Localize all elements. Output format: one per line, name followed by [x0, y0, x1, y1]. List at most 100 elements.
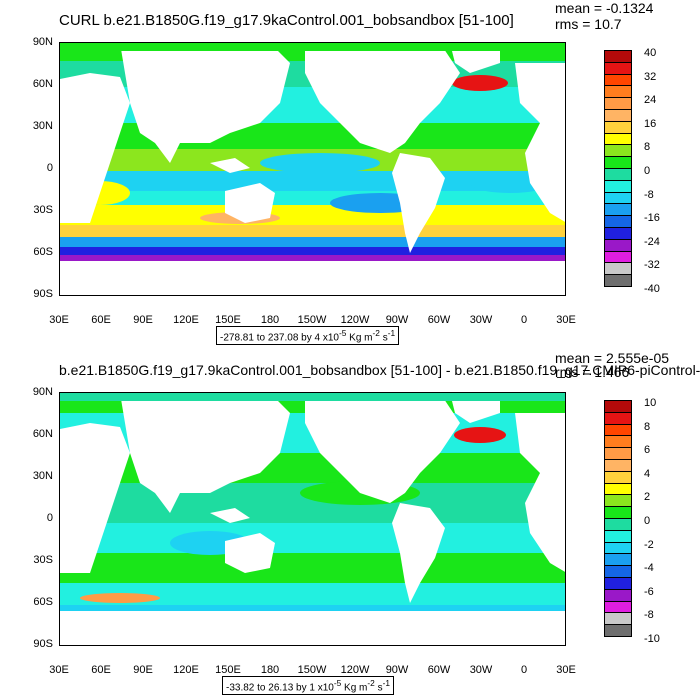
colorbar-label: -2 — [644, 538, 654, 551]
lon-tick-label: 150E — [215, 664, 241, 676]
lat-tick-label: 90N — [32, 36, 53, 48]
panel-title: CURL b.e21.B1850G.f19_g17.9kaControl.001… — [59, 12, 514, 29]
colorbar-label: 8 — [644, 141, 651, 154]
land-mass — [225, 183, 275, 223]
colorbar-label: 40 — [644, 47, 657, 59]
field-band — [60, 237, 565, 247]
colorbar-label: 16 — [644, 117, 657, 130]
land-mass — [60, 611, 565, 645]
lat-tick-label: 0 — [46, 162, 53, 174]
axes: 90N 60N 30N 0 30S 60S 90S 30E 60E 90E 12… — [33, 36, 576, 326]
land-mass — [120, 43, 290, 163]
arctic-ocean — [60, 393, 565, 401]
lat-tick-label: 60S — [33, 246, 53, 258]
colorbar-label: 24 — [644, 94, 657, 107]
mean-stat: mean = -0.1324 — [555, 0, 654, 16]
lon-tick-label: 30E — [556, 664, 576, 676]
field-patch — [80, 593, 160, 603]
land-mass — [210, 508, 250, 523]
lon-tick-label: 0 — [520, 664, 528, 676]
land-mass — [305, 43, 460, 153]
panel-title: b.e21.B1850G.f19_g17.9kaControl.001_bobs… — [59, 362, 700, 378]
contour-range-label: -33.82 to 26.13 by 1 x10-5 Kg m-2 s-1 — [222, 676, 394, 696]
lon-tick-label: 90W — [385, 314, 409, 326]
lat-tick-label: 0 — [46, 512, 53, 524]
lat-tick-label: 30N — [32, 120, 53, 132]
colorbar-label: -6 — [644, 585, 654, 598]
lon-tick-label: 120W — [340, 314, 370, 326]
colorbar-label: 0 — [644, 165, 651, 177]
lon-tick-label: 30E — [49, 314, 69, 326]
field-band — [60, 553, 565, 583]
land-mass — [60, 423, 130, 573]
lon-tick-label: 90E — [133, 314, 153, 326]
colorbar-label: -24 — [644, 235, 660, 248]
colorbar: 10 8 6 4 2 0 -2 -4 -6 -8 -10 — [604, 397, 660, 645]
lat-tick-label: 30S — [33, 204, 53, 216]
land-mass — [60, 261, 565, 295]
land-mass — [515, 413, 565, 572]
colorbar-label: 10 — [644, 397, 657, 409]
colorbar-label: -10 — [644, 633, 660, 645]
colorbar-label: -8 — [644, 188, 654, 201]
lon-tick-label: 120E — [173, 664, 199, 676]
lon-tick-label: 150W — [297, 664, 327, 676]
lat-tick-label: 30S — [33, 554, 53, 566]
colorbar-label: 4 — [644, 467, 651, 480]
field-patch — [452, 75, 508, 91]
lon-tick-label: 90W — [385, 664, 409, 676]
lon-tick-label: 60E — [91, 314, 111, 326]
colorbar-label: 6 — [644, 444, 651, 457]
lon-tick-label: 120E — [173, 314, 199, 326]
lon-tick-label: 150E — [215, 314, 241, 326]
map-plot — [59, 392, 566, 646]
lat-tick-label: 60N — [32, 78, 53, 90]
contour-range-label: -278.81 to 237.08 by 4 x10-5 Kg m-2 s-1 — [216, 326, 400, 346]
colorbar-label: -16 — [644, 212, 660, 225]
land-mass — [392, 503, 445, 603]
lat-tick-label: 30N — [32, 470, 53, 482]
rms-stat: rms = 10.7 — [555, 16, 622, 32]
lat-tick-label: 60N — [32, 428, 53, 440]
land-mass — [515, 63, 565, 222]
colorbar-swatch — [604, 274, 632, 287]
lon-tick-label: 60E — [91, 664, 111, 676]
colorbar-label: -4 — [644, 562, 654, 575]
colorbar-label: 32 — [644, 70, 657, 83]
lat-tick-label: 60S — [33, 596, 53, 608]
lon-tick-label: 180 — [260, 664, 280, 676]
lon-tick-label: 30E — [556, 314, 576, 326]
lon-tick-label: 30W — [469, 664, 493, 676]
land-mass — [225, 533, 275, 573]
lat-tick-label: 90S — [33, 288, 53, 300]
lat-tick-label: 90N — [32, 386, 53, 398]
field-patch — [260, 153, 380, 173]
arctic-ocean — [60, 43, 565, 51]
curl-panel: CURL b.e21.B1850G.f19_g17.9kaControl.001… — [33, 0, 660, 346]
field-band — [60, 247, 565, 255]
mean-stat: mean = 2.555e-05 — [555, 350, 670, 366]
colorbar: 40 32 24 16 8 0 -8 -16 -24 -32 -40 — [604, 47, 660, 295]
colorbar-label: -32 — [644, 259, 660, 272]
land-mass — [120, 393, 290, 513]
lon-tick-label: 150W — [297, 314, 327, 326]
field-band — [60, 583, 565, 605]
land-mass — [305, 393, 460, 503]
colorbar-label: -8 — [644, 609, 654, 622]
lon-tick-label: 180 — [260, 314, 280, 326]
field-patch — [454, 427, 506, 443]
colorbar-label: 2 — [644, 491, 651, 504]
lat-tick-label: 90S — [33, 638, 53, 650]
map-plot — [59, 42, 566, 296]
lon-tick-label: 30E — [49, 664, 69, 676]
colorbar-swatch — [604, 624, 632, 637]
map-field — [60, 43, 565, 295]
land-mass — [392, 153, 445, 253]
axes: 90N 60N 30N 0 30S 60S 90S 30E 60E 90E 12… — [33, 386, 576, 676]
land-mass — [60, 73, 130, 223]
lon-tick-label: 60W — [427, 664, 451, 676]
lon-tick-label: 120W — [340, 664, 370, 676]
field-band — [60, 255, 565, 261]
colorbar-label: -40 — [644, 283, 660, 295]
field-band — [60, 523, 565, 553]
